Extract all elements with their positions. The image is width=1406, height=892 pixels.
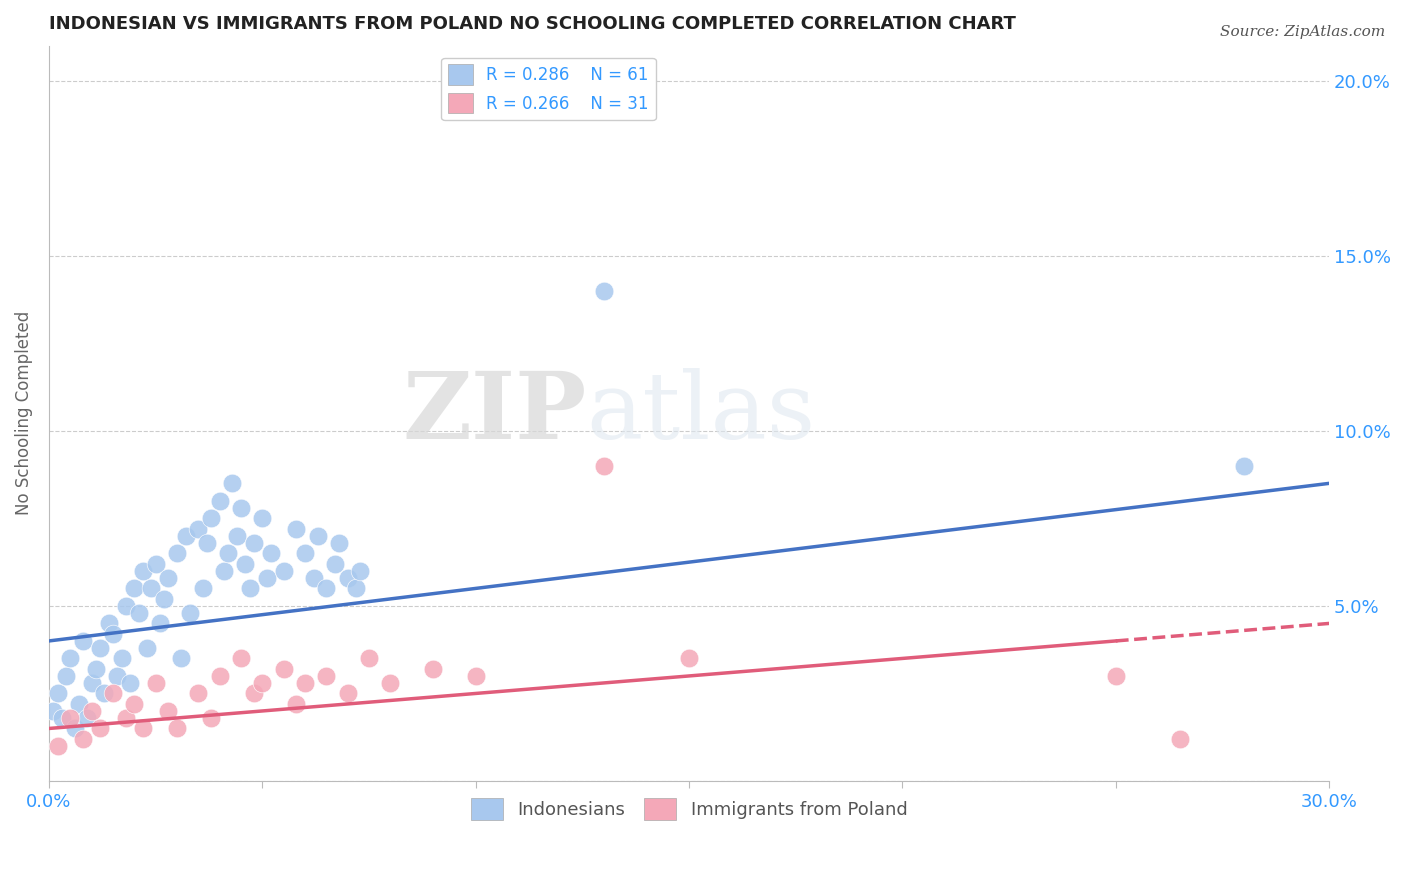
Point — [84, 662, 107, 676]
Text: Source: ZipAtlas.com: Source: ZipAtlas.com — [1219, 25, 1385, 39]
Point — [72, 731, 94, 746]
Point — [678, 651, 700, 665]
Point — [357, 651, 380, 665]
Point — [191, 582, 214, 596]
Point — [89, 722, 111, 736]
Point — [132, 564, 155, 578]
Point — [217, 546, 239, 560]
Point — [157, 704, 180, 718]
Point — [344, 582, 367, 596]
Point — [273, 662, 295, 676]
Point — [110, 651, 132, 665]
Point — [208, 669, 231, 683]
Legend: Indonesians, Immigrants from Poland: Indonesians, Immigrants from Poland — [464, 790, 914, 827]
Point — [323, 557, 346, 571]
Point — [89, 640, 111, 655]
Point — [157, 571, 180, 585]
Point — [208, 494, 231, 508]
Text: ZIP: ZIP — [402, 368, 586, 458]
Point — [145, 557, 167, 571]
Point — [336, 571, 359, 585]
Point — [80, 676, 103, 690]
Point — [118, 676, 141, 690]
Point — [1233, 458, 1256, 473]
Point — [238, 582, 260, 596]
Point — [97, 616, 120, 631]
Point — [93, 686, 115, 700]
Point — [63, 722, 86, 736]
Point — [101, 686, 124, 700]
Point — [225, 529, 247, 543]
Point — [422, 662, 444, 676]
Point — [101, 627, 124, 641]
Point — [187, 522, 209, 536]
Point — [200, 511, 222, 525]
Point — [243, 686, 266, 700]
Point — [114, 599, 136, 613]
Point — [229, 500, 252, 515]
Point — [256, 571, 278, 585]
Point — [67, 697, 90, 711]
Point — [114, 711, 136, 725]
Point — [243, 536, 266, 550]
Point — [285, 697, 308, 711]
Point — [252, 511, 274, 525]
Point — [72, 634, 94, 648]
Point — [80, 704, 103, 718]
Point — [42, 704, 65, 718]
Point — [592, 458, 614, 473]
Point — [212, 564, 235, 578]
Point — [260, 546, 283, 560]
Text: INDONESIAN VS IMMIGRANTS FROM POLAND NO SCHOOLING COMPLETED CORRELATION CHART: INDONESIAN VS IMMIGRANTS FROM POLAND NO … — [49, 15, 1017, 33]
Point — [464, 669, 486, 683]
Point — [1105, 669, 1128, 683]
Point — [328, 536, 350, 550]
Point — [252, 676, 274, 690]
Point — [124, 697, 146, 711]
Point — [336, 686, 359, 700]
Point — [315, 669, 337, 683]
Point — [285, 522, 308, 536]
Point — [51, 711, 73, 725]
Point — [59, 711, 82, 725]
Point — [380, 676, 402, 690]
Point — [592, 284, 614, 298]
Point — [149, 616, 172, 631]
Point — [59, 651, 82, 665]
Point — [145, 676, 167, 690]
Point — [166, 546, 188, 560]
Point — [221, 476, 243, 491]
Point — [229, 651, 252, 665]
Point — [132, 722, 155, 736]
Point — [153, 591, 176, 606]
Text: atlas: atlas — [586, 368, 815, 458]
Point — [46, 686, 69, 700]
Point — [55, 669, 77, 683]
Point — [195, 536, 218, 550]
Point — [294, 676, 316, 690]
Point — [136, 640, 159, 655]
Point — [124, 582, 146, 596]
Point — [273, 564, 295, 578]
Point — [105, 669, 128, 683]
Point — [200, 711, 222, 725]
Point — [349, 564, 371, 578]
Point — [141, 582, 163, 596]
Point — [128, 606, 150, 620]
Point — [174, 529, 197, 543]
Y-axis label: No Schooling Completed: No Schooling Completed — [15, 311, 32, 516]
Point — [1168, 731, 1191, 746]
Point — [294, 546, 316, 560]
Point — [179, 606, 201, 620]
Point — [307, 529, 329, 543]
Point — [315, 582, 337, 596]
Point — [170, 651, 193, 665]
Point — [46, 739, 69, 753]
Point — [166, 722, 188, 736]
Point — [76, 711, 98, 725]
Point — [187, 686, 209, 700]
Point — [233, 557, 256, 571]
Point — [302, 571, 325, 585]
